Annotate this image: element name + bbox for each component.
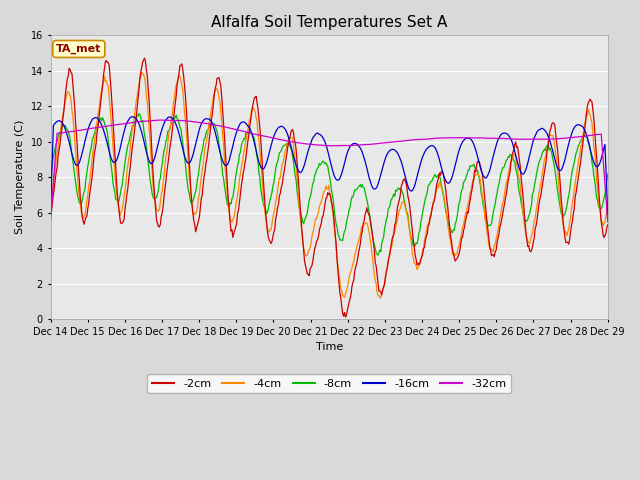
Y-axis label: Soil Temperature (C): Soil Temperature (C) [15,120,25,234]
Title: Alfalfa Soil Temperatures Set A: Alfalfa Soil Temperatures Set A [211,15,447,30]
Legend: -2cm, -4cm, -8cm, -16cm, -32cm: -2cm, -4cm, -8cm, -16cm, -32cm [147,374,511,393]
X-axis label: Time: Time [316,342,343,352]
Text: TA_met: TA_met [56,44,102,54]
